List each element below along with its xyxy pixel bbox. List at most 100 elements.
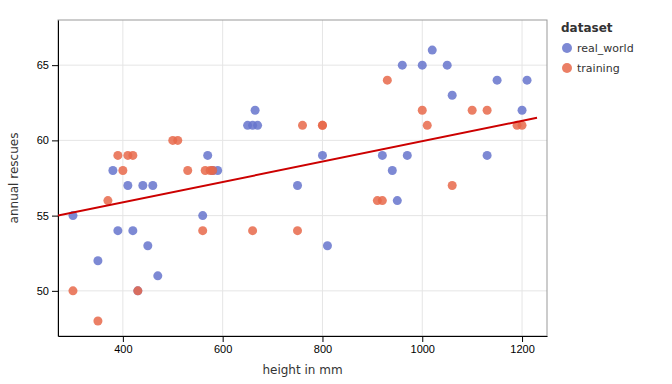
grid-line xyxy=(58,215,547,216)
axis-line xyxy=(58,21,59,337)
grid-line xyxy=(58,65,547,66)
marks xyxy=(58,46,537,326)
tick: 50 xyxy=(37,285,58,297)
point xyxy=(518,106,527,115)
point xyxy=(103,196,112,205)
grid-line xyxy=(222,20,223,336)
point xyxy=(483,106,492,115)
point xyxy=(253,121,262,130)
tick-mark xyxy=(522,336,523,342)
point xyxy=(203,151,212,160)
x-axis-title: height in mm xyxy=(262,363,342,377)
point xyxy=(293,226,302,235)
point xyxy=(293,181,302,190)
chart: 400 600 800 1000 1200 50 55 60 65 height in mm ann… xyxy=(0,0,672,384)
tick: 65 xyxy=(37,59,58,71)
point xyxy=(113,151,122,160)
point xyxy=(423,121,432,130)
point xyxy=(448,181,457,190)
tick-mark xyxy=(52,291,58,292)
point xyxy=(483,151,492,160)
point xyxy=(128,226,137,235)
tick: 800 xyxy=(314,336,332,355)
y-axis: 50 55 60 65 xyxy=(37,21,59,337)
point xyxy=(251,106,260,115)
point xyxy=(468,106,477,115)
plot: 400 600 800 1000 1200 50 55 60 65 height in mm ann… xyxy=(7,20,548,377)
grid-line xyxy=(522,20,523,336)
point xyxy=(378,196,387,205)
point xyxy=(153,271,162,280)
point xyxy=(133,286,142,295)
x-axis: 400 600 800 1000 1200 xyxy=(59,336,548,355)
tick-label: 1000 xyxy=(411,343,435,355)
legend-label: training xyxy=(577,62,620,75)
tick-label: 60 xyxy=(37,134,49,146)
point xyxy=(393,196,402,205)
legend-label: real_world xyxy=(577,42,634,55)
point xyxy=(198,211,207,220)
grid-line xyxy=(58,140,547,141)
point xyxy=(403,151,412,160)
point xyxy=(443,61,452,70)
tick-label: 1200 xyxy=(510,343,534,355)
point xyxy=(523,76,532,85)
point xyxy=(318,121,327,130)
tick-label: 50 xyxy=(37,285,49,297)
tick-label: 400 xyxy=(114,343,132,355)
point xyxy=(323,241,332,250)
tick: 600 xyxy=(214,336,232,355)
point xyxy=(318,151,327,160)
point xyxy=(448,91,457,100)
point xyxy=(398,61,407,70)
tick-mark xyxy=(123,336,124,342)
regression-line xyxy=(58,118,537,216)
point xyxy=(418,61,427,70)
legend: dataset real_world training xyxy=(561,21,634,75)
tick-mark xyxy=(422,336,423,342)
point xyxy=(143,241,152,250)
grid-line xyxy=(122,20,123,336)
tick-mark xyxy=(52,140,58,141)
point xyxy=(208,166,217,175)
tick-mark xyxy=(52,65,58,66)
point xyxy=(133,286,142,295)
point xyxy=(93,256,102,265)
point xyxy=(118,166,127,175)
point xyxy=(318,121,327,130)
tick: 400 xyxy=(114,336,132,355)
grid-line xyxy=(58,290,547,291)
point xyxy=(428,46,437,55)
axis-line xyxy=(59,336,548,337)
point xyxy=(183,166,192,175)
tick-mark xyxy=(223,336,224,342)
grid xyxy=(58,20,547,336)
series xyxy=(68,46,531,296)
point xyxy=(388,166,397,175)
tick-label: 55 xyxy=(37,210,49,222)
tick: 1000 xyxy=(411,336,435,355)
point xyxy=(418,106,427,115)
point xyxy=(378,151,387,160)
tick: 55 xyxy=(37,210,58,222)
tick-label: 800 xyxy=(314,343,332,355)
point xyxy=(298,121,307,130)
point xyxy=(148,181,157,190)
point xyxy=(248,226,257,235)
point xyxy=(493,76,502,85)
tick-mark xyxy=(52,216,58,217)
legend-swatch xyxy=(562,43,572,53)
legend-title: dataset xyxy=(561,21,613,35)
point xyxy=(93,316,102,325)
tick: 60 xyxy=(37,134,58,146)
tick-label: 65 xyxy=(37,59,49,71)
point xyxy=(113,226,122,235)
legend-item: training xyxy=(562,62,620,75)
point xyxy=(198,226,207,235)
point xyxy=(208,166,217,175)
point xyxy=(138,181,147,190)
y-axis-title: annual rescues xyxy=(7,133,21,224)
point xyxy=(173,136,182,145)
point xyxy=(383,76,392,85)
point xyxy=(68,286,77,295)
